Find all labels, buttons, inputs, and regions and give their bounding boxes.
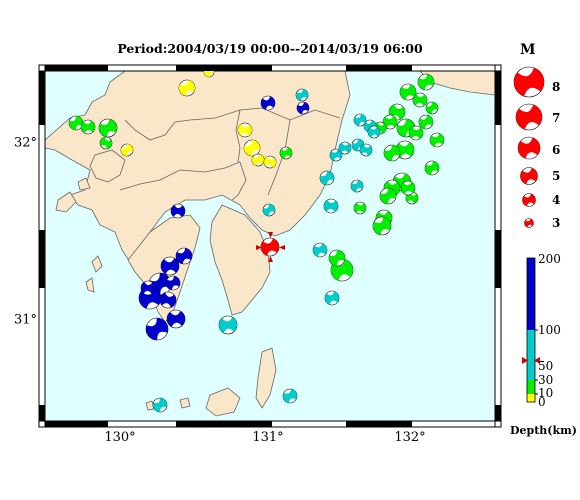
magnitude-legend-ball-8 — [513, 66, 545, 98]
focal-mechanism — [372, 216, 392, 236]
focal-mechanism — [80, 119, 96, 135]
focal-mechanism — [282, 388, 298, 404]
focal-mechanism — [418, 114, 434, 130]
depth-tick-50: 50 — [538, 359, 554, 373]
focal-mechanism — [338, 141, 352, 155]
focal-mechanism — [178, 79, 196, 97]
focal-mechanism — [383, 144, 401, 162]
depth-tick-30: 30 — [538, 373, 554, 387]
focal-mechanism — [424, 160, 440, 176]
focal-mechanism — [417, 73, 435, 91]
focal-mechanism — [429, 132, 445, 148]
lat-tick-31: 31° — [14, 312, 38, 328]
land-masses — [45, 71, 495, 417]
focal-mechanism — [353, 201, 367, 215]
focal-mechanism — [237, 122, 253, 138]
focal-mechanism — [170, 203, 186, 219]
focal-mechanism — [425, 101, 439, 115]
lon-tick-130: 130° — [104, 430, 136, 445]
focal-mechanism — [165, 275, 181, 291]
magnitude-label-8: 8 — [552, 80, 561, 94]
tanegashima-island — [255, 347, 277, 409]
red-triangle-icon — [279, 245, 285, 250]
focal-mechanism — [353, 113, 367, 127]
magnitude-label-7: 7 — [552, 111, 561, 125]
magnitude-legend-ball-5 — [520, 167, 538, 185]
magnitude-legend-ball-6 — [517, 136, 541, 160]
depth-marker-left-icon — [522, 357, 528, 364]
focal-mechanism — [395, 140, 415, 160]
depth-color-bar — [522, 257, 540, 403]
focal-mechanism — [145, 317, 169, 341]
magnitude-legend-ball-3 — [524, 218, 534, 228]
magnitude-label-6: 6 — [552, 143, 561, 157]
focal-mechanism — [98, 118, 118, 138]
highlighted-event — [256, 232, 285, 262]
lon-tick-131: 131° — [252, 430, 284, 445]
magnitude-label-3: 3 — [552, 216, 561, 230]
focal-mechanism — [359, 143, 373, 157]
red-triangle-icon — [268, 232, 273, 238]
magnitude-legend-balls — [513, 66, 545, 228]
magnitude-label-4: 4 — [552, 193, 561, 207]
focal-mechanism — [408, 125, 424, 141]
red-triangle-icon — [256, 245, 262, 250]
focal-mechanism — [251, 153, 265, 167]
focal-mechanism — [262, 203, 276, 217]
focal-mechanism — [312, 242, 328, 258]
red-triangle-icon — [268, 256, 273, 262]
focal-mechanism — [382, 114, 398, 130]
focal-mechanism — [319, 170, 335, 186]
focal-mechanism — [324, 290, 340, 306]
highlighted-focal-mechanism — [260, 237, 280, 257]
focal-mechanism — [166, 309, 186, 329]
focal-mechanism — [152, 397, 168, 413]
focal-mechanism — [400, 180, 416, 196]
focal-mechanism — [399, 83, 417, 101]
focal-mechanism — [379, 187, 397, 205]
frame-border-ticks — [38, 64, 502, 428]
depth-scale-title: Depth(km) — [510, 424, 577, 437]
depth-tick-100: 100 — [538, 323, 561, 337]
focal-mechanism — [260, 95, 276, 111]
focal-mechanism — [263, 155, 277, 169]
focal-mechanism — [68, 115, 84, 131]
focal-mechanism — [160, 256, 180, 276]
focal-mechanism — [175, 247, 193, 265]
focal-mechanism — [329, 148, 343, 162]
prefecture-borders — [119, 107, 341, 201]
focal-mechanism — [203, 71, 215, 78]
focal-mechanism — [367, 125, 381, 139]
focal-mechanisms — [68, 71, 445, 413]
map-title: Period:2004/03/19 00:00--2014/03/19 06:0… — [117, 41, 423, 56]
focal-mechanism — [120, 143, 134, 157]
depth-marker-right-icon — [534, 357, 540, 364]
focal-mechanism — [350, 179, 364, 193]
osumi-peninsula-land — [209, 204, 271, 316]
focal-mechanism — [99, 136, 113, 150]
koshikijima-island — [91, 255, 103, 273]
focal-mechanism — [295, 88, 309, 102]
depth-tick-200: 200 — [538, 252, 561, 266]
depth-tick-10: 10 — [538, 386, 554, 400]
focal-mechanism — [140, 280, 156, 296]
magnitude-legend-ball-4 — [522, 193, 536, 207]
lat-tick-32: 32° — [14, 135, 38, 151]
focal-mechanism — [159, 291, 177, 309]
lon-tick-132: 132° — [394, 430, 426, 445]
focal-mechanism — [279, 146, 293, 160]
focal-mechanism — [328, 249, 346, 267]
amakusa-islands — [89, 149, 126, 183]
focal-mechanism — [218, 315, 238, 335]
depth-tick-0: 0 — [538, 395, 546, 409]
focal-mechanism — [412, 92, 428, 108]
magnitude-label-5: 5 — [552, 169, 561, 183]
yakushima-island — [205, 387, 241, 417]
focal-mechanism — [296, 101, 310, 115]
focal-mechanism — [243, 139, 261, 157]
magnitude-legend-ball-7 — [515, 103, 543, 131]
focal-mechanism — [323, 198, 339, 214]
magnitude-legend-header: M — [520, 42, 536, 58]
